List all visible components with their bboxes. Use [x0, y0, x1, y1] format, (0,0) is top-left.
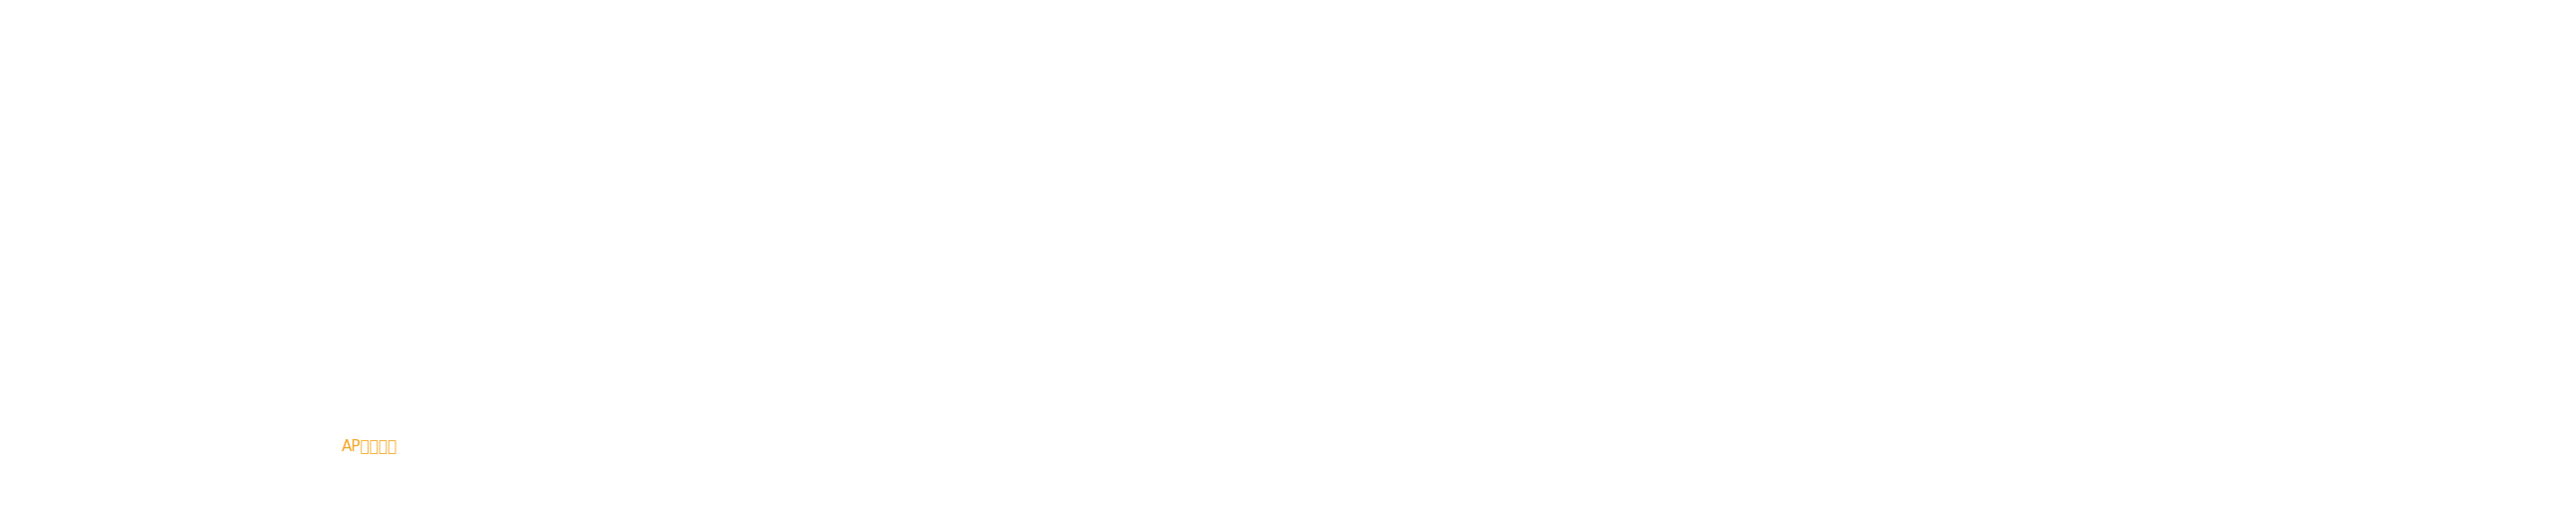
Text: AP专肽生物: AP专肽生物 — [343, 438, 399, 453]
